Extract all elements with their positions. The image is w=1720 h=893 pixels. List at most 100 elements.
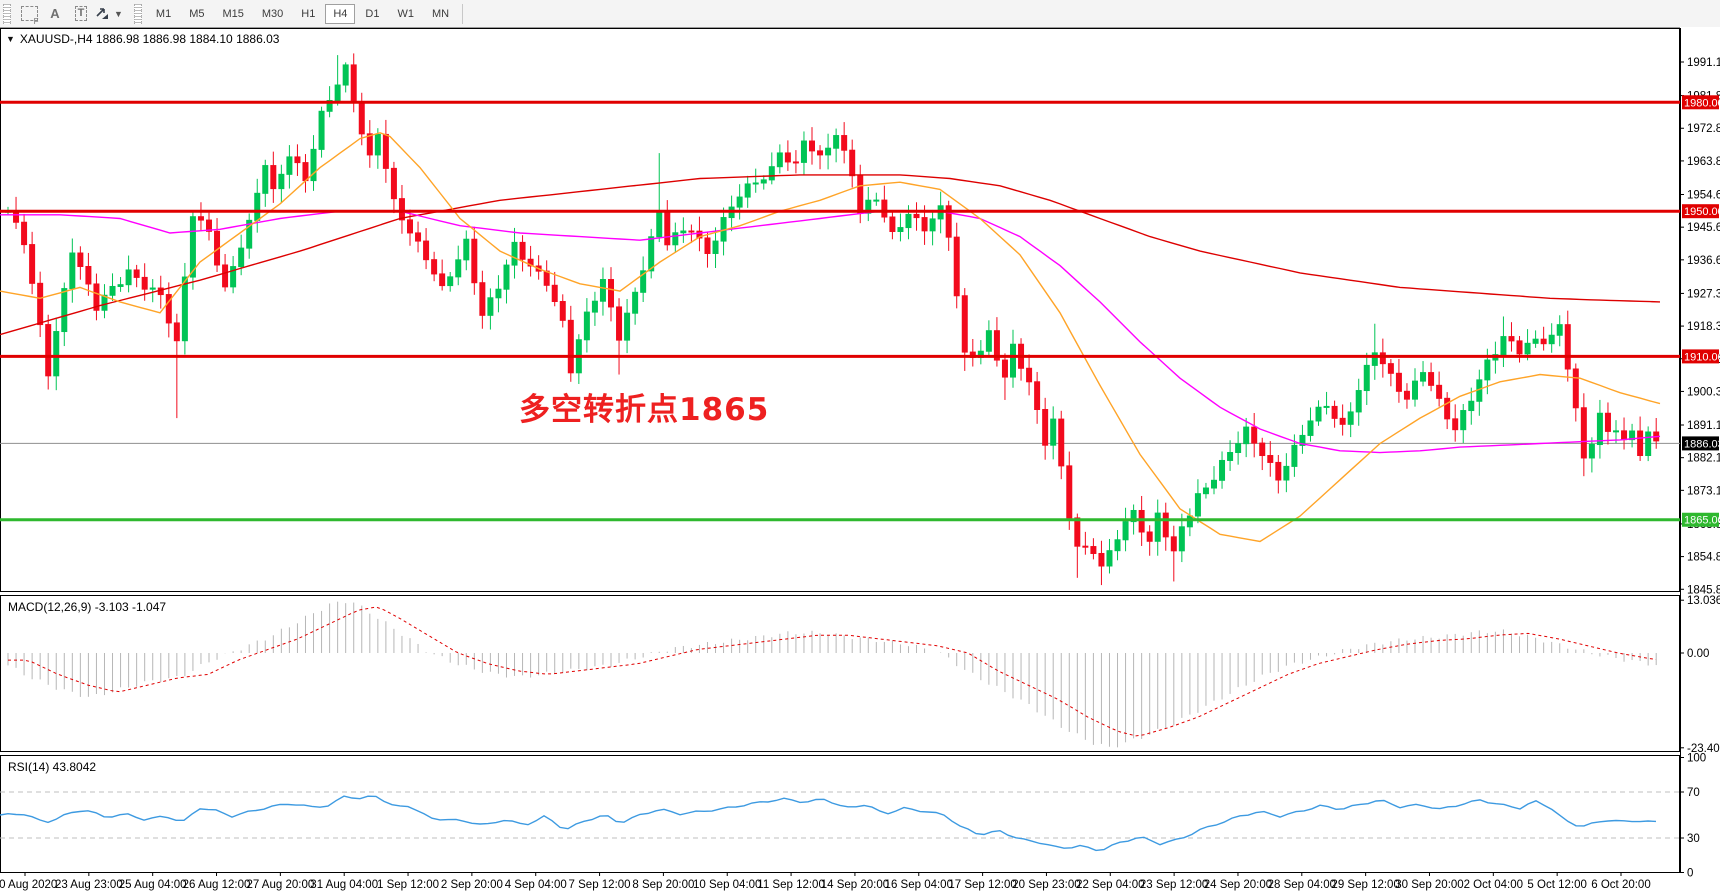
price-tick-label: 1900.35 [1687, 386, 1720, 398]
time-tick-label: 25 Aug 04:00 [119, 879, 187, 891]
candle-body [310, 148, 317, 182]
candle-body [61, 288, 68, 333]
candle-body [1444, 397, 1451, 420]
candle-body [567, 319, 574, 374]
candle-body [519, 241, 526, 260]
rsi-tick-label: 100 [1687, 753, 1706, 765]
level-label-1980.00-box [1682, 95, 1719, 110]
candle-body [165, 294, 172, 324]
text-tool-button[interactable]: A [43, 3, 67, 25]
timeframe-button-M1[interactable]: M1 [155, 7, 172, 20]
text-label-tool-button[interactable]: T [69, 3, 93, 25]
candle-body [286, 156, 293, 175]
price-tick-label: 1845.85 [1687, 584, 1720, 596]
chart-canvas[interactable]: 1991.101981.851972.851963.851954.601945.… [0, 27, 1720, 893]
candle-body [1572, 368, 1579, 409]
price-scale-bg[interactable] [1680, 27, 1720, 893]
candle-body [752, 182, 759, 185]
candle-body [222, 264, 229, 288]
timeframe-button-M30[interactable]: M30 [261, 7, 284, 20]
candle-body [889, 216, 896, 232]
symbol-info-line[interactable]: ▼ XAUUSD-,H4 1886.98 1886.98 1884.10 188… [6, 32, 279, 46]
timeframe-button-MN[interactable]: MN [431, 7, 450, 20]
level-label-1910.00-box [1682, 349, 1719, 364]
candle-body [527, 258, 534, 267]
candle-body [696, 230, 703, 239]
macd-tick-label: 0.00 [1687, 648, 1709, 660]
candle-body [945, 205, 952, 238]
toolbar: F A T ▼ M1 M5 M15 M30 H1 H4 D1 W1 MN [0, 0, 1720, 28]
candle-body [1058, 418, 1065, 467]
panel-border [0, 755, 1680, 873]
ma-red-line[interactable] [0, 174, 1661, 336]
candle-body [77, 252, 84, 267]
chevron-down-icon[interactable]: ▼ [114, 8, 123, 19]
candle-body [254, 192, 261, 221]
time-tick-label: 29 Sep 12:00 [1331, 879, 1399, 891]
candle-body [13, 210, 20, 223]
symbol-dropdown-icon[interactable]: ▼ [6, 34, 15, 44]
candle-body [141, 276, 148, 290]
candle-body [1211, 479, 1217, 489]
candle-body [294, 156, 301, 164]
candle-body [736, 196, 743, 208]
candle-body [792, 161, 799, 164]
timeframe-button-H4[interactable]: H4 [325, 3, 356, 24]
candle-body [230, 266, 237, 288]
figure-tool-button[interactable]: F [17, 3, 41, 26]
candle-body [1548, 334, 1555, 345]
candle-body [1420, 372, 1427, 382]
candle-body [800, 140, 807, 163]
price-tick-label: 1891.10 [1687, 420, 1720, 432]
candle-body [913, 213, 920, 219]
candle-body [342, 64, 349, 86]
candle-body [173, 322, 180, 342]
timeframe-group: M1 M5 M15 M30 H1 H4 D1 W1 MN [147, 3, 458, 24]
candle-body [1379, 352, 1386, 365]
candle-body [1114, 539, 1121, 552]
candle-body [1580, 407, 1587, 459]
timeframe-button-W1[interactable]: W1 [397, 7, 414, 20]
candle-body [1412, 380, 1418, 400]
time-tick-label: 20 Aug 2020 [0, 879, 57, 891]
macd-tick-label: 13.036 [1687, 595, 1720, 607]
candle-body [109, 285, 116, 296]
timeframe-button-D1[interactable]: D1 [365, 7, 380, 20]
candle-body [1629, 430, 1636, 441]
candle-body [1082, 545, 1089, 548]
candle-body [1146, 531, 1153, 542]
candle-body [1066, 465, 1073, 519]
candle-body [993, 330, 1000, 361]
macd-signal-line[interactable] [8, 606, 1657, 737]
candle-body [278, 173, 285, 190]
timeframe-button-M15[interactable]: M15 [222, 7, 244, 20]
candle-body [1604, 412, 1611, 432]
arrows-tool-button[interactable]: ▼ [95, 3, 123, 25]
candle-body [206, 219, 212, 232]
candle-body [841, 135, 848, 151]
annotation-text[interactable]: 多空转折点1865 [519, 392, 770, 428]
time-tick-label: 23 Sep 12:00 [1140, 879, 1208, 891]
toolbar-drag-handle[interactable] [3, 3, 11, 24]
candles-layer[interactable] [5, 53, 1660, 586]
candle-body [616, 306, 623, 341]
candle-body [1098, 552, 1105, 567]
candle-body [1162, 512, 1169, 538]
ma-orange-line[interactable] [0, 132, 1661, 543]
candle-body [366, 133, 373, 156]
candle-body [1178, 526, 1185, 552]
candle-body [784, 152, 791, 163]
rsi-line[interactable] [0, 795, 1657, 852]
candle-body [873, 199, 880, 202]
candle-body [881, 199, 888, 218]
candle-body [1202, 487, 1209, 495]
level-label-1950.00: 1950.00 [1684, 206, 1720, 218]
candle-body [93, 283, 100, 311]
time-tick-label: 10 Sep 04:00 [693, 879, 761, 891]
ma-magenta-line[interactable] [0, 210, 1661, 454]
timeframe-button-M5[interactable]: M5 [189, 7, 205, 20]
timeframe-button-H1[interactable]: H1 [301, 7, 316, 20]
candle-body [1395, 372, 1402, 392]
time-tick-label: 20 Sep 23:00 [1012, 879, 1080, 891]
toolbar-drag-handle-2[interactable] [133, 3, 142, 24]
